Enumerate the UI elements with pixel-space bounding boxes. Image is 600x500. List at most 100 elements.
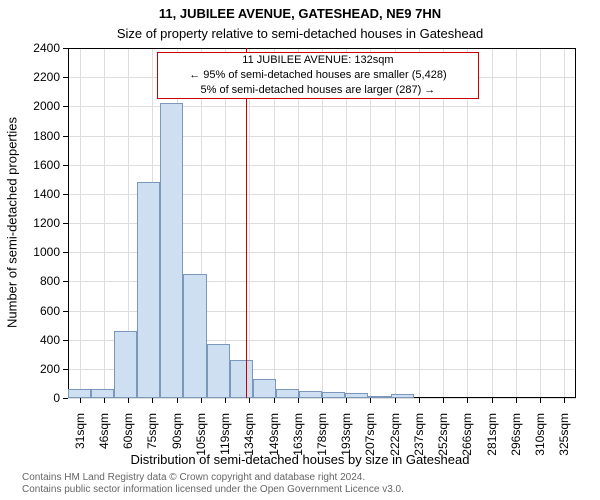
gridline-v [564,48,565,398]
x-tick-mark [467,398,468,403]
x-tick-label: 178sqm [315,413,329,500]
x-tick-mark [298,398,299,403]
x-tick-mark [249,398,250,403]
x-tick-label: 75sqm [145,413,159,500]
legend-box: 11 JUBILEE AVENUE: 132sqm← 95% of semi-d… [157,52,479,99]
histogram-bar [368,396,391,398]
y-tick-mark [63,48,68,49]
y-tick-label: 600 [0,304,60,318]
x-tick-mark [322,398,323,403]
x-tick-mark [395,398,396,403]
x-tick-label: 31sqm [73,413,87,500]
x-tick-label: 134sqm [242,413,256,500]
x-tick-mark [128,398,129,403]
x-tick-label: 60sqm [121,413,135,500]
legend-line: 5% of semi-detached houses are larger (2… [158,83,478,98]
gridline-v [298,48,299,398]
gridline-v [370,48,371,398]
histogram-bar [322,392,345,398]
x-tick-label: 296sqm [509,413,523,500]
x-tick-label: 207sqm [363,413,377,500]
y-tick-mark [63,311,68,312]
plot-area: 11 JUBILEE AVENUE: 132sqm← 95% of semi-d… [68,48,576,398]
y-tick-label: 0 [0,391,60,405]
y-tick-label: 1600 [0,158,60,172]
x-tick-label: 310sqm [533,413,547,500]
legend-line: 11 JUBILEE AVENUE: 132sqm [158,53,478,68]
gridline-v [104,48,105,398]
x-tick-label: 237sqm [412,413,426,500]
histogram-bar [253,379,276,398]
x-tick-label: 46sqm [97,413,111,500]
histogram-bar [68,389,91,398]
y-tick-label: 1000 [0,245,60,259]
x-tick-label: 266sqm [460,413,474,500]
y-tick-label: 1200 [0,216,60,230]
histogram-bar [91,389,114,398]
x-tick-mark [274,398,275,403]
gridline-v [346,48,347,398]
x-tick-label: 325sqm [557,413,571,500]
gridline-v [540,48,541,398]
x-tick-label: 105sqm [194,413,208,500]
x-tick-mark [564,398,565,403]
gridline-v [492,48,493,398]
y-tick-label: 1800 [0,129,60,143]
x-tick-mark [104,398,105,403]
y-tick-label: 2400 [0,41,60,55]
gridline-v [274,48,275,398]
histogram-bar [230,360,253,398]
gridline-v [80,48,81,398]
y-tick-mark [63,340,68,341]
x-tick-label: 281sqm [485,413,499,500]
y-tick-mark [63,106,68,107]
histogram-bar [183,274,206,398]
x-tick-mark [80,398,81,403]
y-tick-label: 2000 [0,99,60,113]
x-tick-label: 90sqm [170,413,184,500]
chart-title-subtitle: Size of property relative to semi-detach… [0,26,600,41]
x-tick-label: 252sqm [436,413,450,500]
x-tick-mark [492,398,493,403]
y-tick-mark [63,165,68,166]
y-tick-label: 800 [0,274,60,288]
histogram-bar [137,182,160,398]
x-tick-mark [152,398,153,403]
histogram-bar [276,389,299,398]
x-tick-label: 193sqm [339,413,353,500]
gridline-v [249,48,250,398]
chart-container: 11, JUBILEE AVENUE, GATESHEAD, NE9 7HN S… [0,0,600,500]
y-tick-label: 1400 [0,187,60,201]
legend-line: ← 95% of semi-detached houses are smalle… [158,68,478,83]
x-tick-mark [346,398,347,403]
gridline-v [395,48,396,398]
y-tick-mark [63,281,68,282]
y-tick-mark [63,77,68,78]
histogram-bar [207,344,230,398]
x-tick-label: 119sqm [218,413,232,500]
y-tick-mark [63,398,68,399]
x-tick-label: 163sqm [291,413,305,500]
histogram-bar [345,393,368,398]
chart-title-address: 11, JUBILEE AVENUE, GATESHEAD, NE9 7HN [0,6,600,21]
gridline-v [516,48,517,398]
x-tick-mark [225,398,226,403]
x-tick-mark [540,398,541,403]
gridline-v [467,48,468,398]
histogram-bar [114,331,137,398]
y-tick-mark [63,194,68,195]
y-tick-label: 200 [0,362,60,376]
gridline-v [322,48,323,398]
y-tick-mark [63,252,68,253]
y-tick-mark [63,136,68,137]
x-tick-mark [177,398,178,403]
x-tick-label: 222sqm [388,413,402,500]
gridline-v [443,48,444,398]
x-tick-mark [370,398,371,403]
histogram-bar [299,391,322,398]
y-tick-label: 400 [0,333,60,347]
x-tick-mark [201,398,202,403]
gridline-v [419,48,420,398]
y-tick-label: 2200 [0,70,60,84]
y-tick-mark [63,223,68,224]
